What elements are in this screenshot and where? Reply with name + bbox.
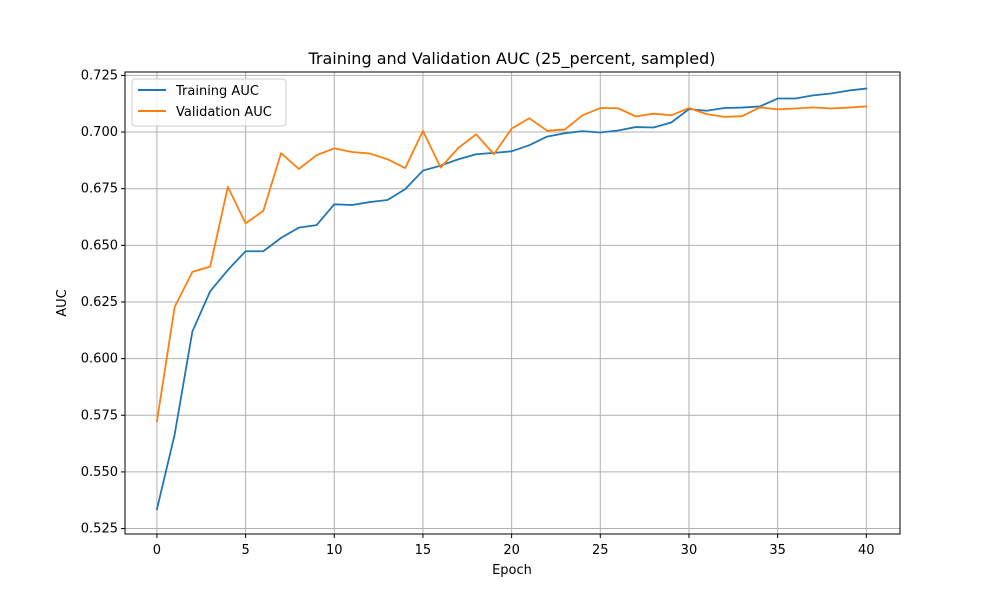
y-tick-label: 0.700: [81, 125, 118, 140]
x-tick-label: 10: [326, 543, 343, 558]
legend: Training AUC Validation AUC: [131, 78, 287, 127]
x-tick-label: 0: [153, 543, 161, 558]
x-tick-label: 30: [681, 543, 698, 558]
x-axis-ticks: 0 5 10 15 20 25 30 35 40: [153, 534, 875, 558]
y-axis-ticks: 0.525 0.550 0.575 0.600 0.625 0.650 0.675 0.700…: [81, 68, 125, 537]
legend-box: [131, 78, 287, 127]
series-lines: [155, 87, 868, 511]
x-tick-label: 20: [503, 543, 520, 558]
x-tick-label: 35: [769, 543, 786, 558]
y-tick-label: 0.675: [81, 182, 118, 197]
legend-label-training-auc: Training AUC: [175, 84, 259, 99]
chart-title: Training and Validation AUC (25_percent,…: [307, 49, 715, 69]
y-tick-label: 0.550: [81, 465, 118, 480]
plot-area: [124, 71, 901, 535]
y-tick-label: 0.575: [81, 408, 118, 423]
y-tick-label: 0.525: [81, 522, 118, 537]
legend-label-validation-auc: Validation AUC: [176, 105, 272, 120]
y-tick-label: 0.600: [81, 352, 118, 367]
x-tick-label: 40: [858, 543, 875, 558]
series-line-validation-auc: [155, 105, 868, 423]
x-tick-label: 25: [592, 543, 609, 558]
y-tick-label: 0.625: [81, 295, 118, 310]
x-tick-label: 15: [415, 543, 432, 558]
y-axis-label: AUC: [55, 289, 70, 317]
x-tick-label: 5: [241, 543, 249, 558]
y-tick-label: 0.725: [81, 68, 118, 83]
x-axis-label: Epoch: [492, 563, 532, 578]
series-line-training-auc: [155, 87, 868, 511]
y-tick-label: 0.650: [81, 238, 118, 253]
